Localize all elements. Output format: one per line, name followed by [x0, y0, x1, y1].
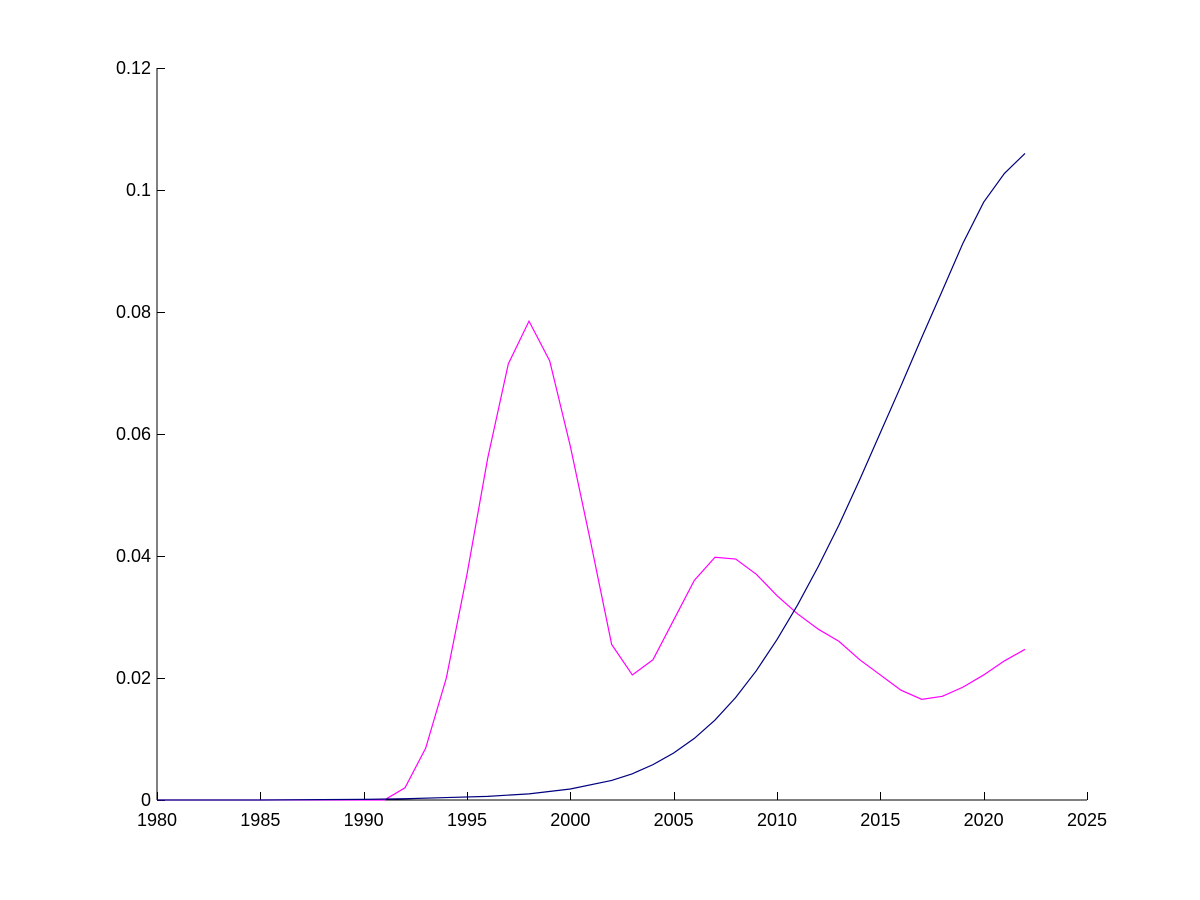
series-line-2 [157, 152, 1026, 801]
x-tick-label: 1990 [344, 810, 384, 830]
x-tick-label: 1995 [447, 810, 487, 830]
y-tick-label: 0.06 [116, 424, 151, 444]
x-tick-label: 2010 [757, 810, 797, 830]
y-tick-label: 0.04 [116, 546, 151, 566]
y-tick-label: 0.1 [126, 180, 151, 200]
x-tick-label: 1980 [137, 810, 177, 830]
x-tick-label: 2000 [550, 810, 590, 830]
x-tick-label: 2020 [964, 810, 1004, 830]
y-tick-label: 0.12 [116, 58, 151, 78]
x-tick-label: 2015 [860, 810, 900, 830]
y-tick-label: 0 [141, 790, 151, 810]
series-line-1 [157, 319, 1026, 801]
x-tick-label: 2005 [654, 810, 694, 830]
x-tick-label: 2025 [1067, 810, 1107, 830]
y-tick-label: 0.08 [116, 302, 151, 322]
y-tick-label: 0.02 [116, 668, 151, 688]
x-tick-label: 1985 [240, 810, 280, 830]
